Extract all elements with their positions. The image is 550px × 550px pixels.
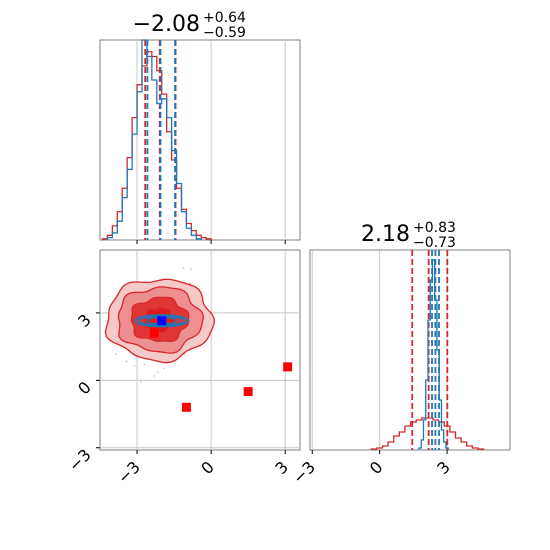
x-tick-label-p2: −3: [289, 457, 319, 487]
x-tick-label-p2: 3: [433, 457, 454, 478]
title-p2-lower: −0.73: [413, 235, 456, 251]
blue-contour: [138, 315, 186, 327]
x-tick-label-p1: −3: [114, 457, 144, 487]
top-left-histogram-panel: [99, 39, 301, 244]
blue-contour: [134, 314, 190, 328]
y-tick-label-p2: −3: [65, 445, 95, 475]
sample-point: [182, 267, 185, 269]
sample-point: [143, 363, 146, 366]
blue-square-marker: [157, 316, 167, 326]
title-p2-upper: +0.83: [413, 220, 456, 236]
panel-frame: [99, 39, 301, 241]
sample-point: [139, 381, 142, 383]
y-tick-label-p2: 3: [74, 310, 95, 331]
title-p1-lower: −0.59: [203, 25, 246, 41]
blue-sample-histogram: [106, 39, 202, 240]
sample-point: [183, 353, 186, 356]
red-square-marker: [181, 402, 191, 412]
red-square-marker: [243, 387, 253, 397]
sample-point: [133, 364, 136, 367]
y-tick-label-p2: 0: [74, 378, 95, 399]
title-p1-upper: +0.64: [203, 10, 246, 26]
sample-point: [156, 371, 159, 374]
sample-point: [163, 367, 165, 370]
red-square-marker: [283, 362, 293, 372]
sample-point: [190, 268, 193, 270]
bottom-right-histogram-panel: [309, 249, 511, 454]
x-tick-label-p1: 0: [197, 457, 218, 478]
sample-point: [125, 360, 128, 363]
x-tick-label-p2: 0: [366, 457, 387, 478]
blue-sample-histogram: [418, 259, 449, 450]
red-sample-histogram: [101, 51, 212, 240]
title-p2-median: 2.18: [361, 222, 410, 247]
bottom-left-joint-panel: [96, 249, 301, 454]
title-p1-median: −2.08: [133, 12, 200, 37]
sample-point: [153, 375, 156, 377]
sample-point: [114, 353, 117, 355]
panel-frame: [309, 249, 511, 451]
red-square-marker: [149, 328, 159, 338]
red-sample-histogram: [370, 417, 485, 450]
